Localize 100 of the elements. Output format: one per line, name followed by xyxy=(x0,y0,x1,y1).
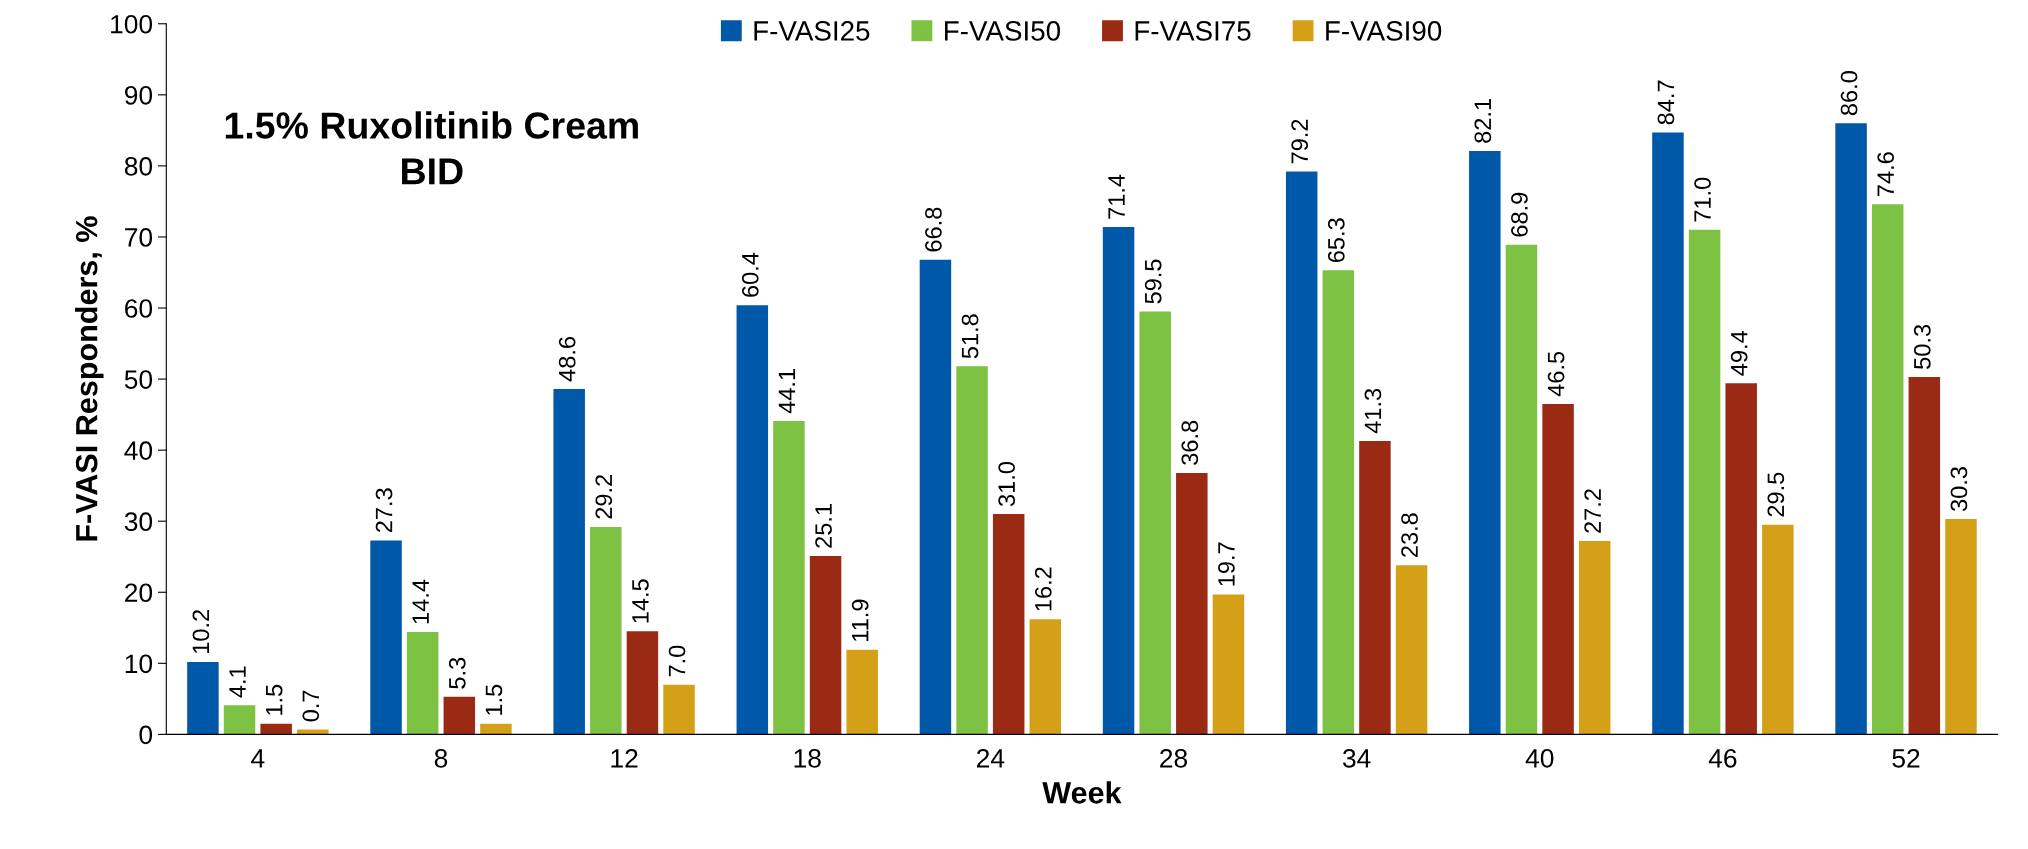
data-label: 14.4 xyxy=(412,579,429,624)
y-axis-title: F-VASI Responders, % xyxy=(75,216,104,541)
data-label: 65.3 xyxy=(1327,218,1345,263)
bar xyxy=(773,421,805,735)
data-label: 50.3 xyxy=(1913,324,1931,369)
bar xyxy=(1908,376,1941,735)
y-tick-label: 0 xyxy=(139,725,153,745)
bar xyxy=(1176,472,1208,735)
data-label: 79.2 xyxy=(1291,119,1309,164)
bar xyxy=(553,389,585,735)
y-tick-label: 50 xyxy=(124,370,153,389)
data-label: 44.1 xyxy=(778,369,796,414)
bar xyxy=(1029,619,1062,735)
data-label: 10.2 xyxy=(192,610,210,653)
data-label: 71.0 xyxy=(1694,177,1711,222)
bar xyxy=(1578,541,1611,735)
x-tick-label: 24 xyxy=(977,748,1005,768)
data-label: 1.5 xyxy=(485,684,503,715)
x-tick-label: 46 xyxy=(1708,748,1737,768)
bar xyxy=(260,723,292,735)
data-label: 4.1 xyxy=(229,666,246,698)
bar xyxy=(1139,311,1171,735)
bar xyxy=(663,684,695,735)
bar xyxy=(1835,123,1867,735)
bar xyxy=(846,649,878,735)
data-label: 82.1 xyxy=(1474,99,1492,143)
data-label: 71.4 xyxy=(1108,174,1125,219)
bar xyxy=(187,661,219,735)
bar xyxy=(1945,519,1977,735)
legend-label: F-VASI90 xyxy=(1326,21,1442,41)
bar xyxy=(1542,403,1574,735)
data-label: 29.2 xyxy=(595,475,613,519)
legend-label: F-VASI25 xyxy=(754,21,870,41)
y-tick-label: 80 xyxy=(124,157,153,176)
x-tick-label: 34 xyxy=(1342,748,1371,768)
legend-label: F-VASI75 xyxy=(1135,21,1251,41)
data-label: 29.5 xyxy=(1767,472,1785,517)
data-label: 86.0 xyxy=(1840,71,1858,116)
data-label: 36.8 xyxy=(1181,420,1199,465)
bar xyxy=(809,556,842,735)
bar xyxy=(443,696,476,735)
data-label: 5.3 xyxy=(448,657,466,689)
bar xyxy=(1395,565,1428,735)
data-label: 49.4 xyxy=(1730,330,1748,376)
text: 1.5% Ruxolitinib Cream BID xyxy=(225,111,638,185)
data-label: 27.2 xyxy=(1584,489,1601,533)
y-tick-label: 60 xyxy=(125,299,153,318)
data-label: 27.3 xyxy=(375,488,393,533)
bar xyxy=(1469,150,1501,735)
x-tick-label: 18 xyxy=(794,748,821,768)
bar xyxy=(1102,227,1135,735)
data-label: 48.6 xyxy=(558,337,576,382)
bar xyxy=(956,366,988,735)
data-label: 0.7 xyxy=(302,690,320,722)
data-label: 74.6 xyxy=(1877,152,1895,196)
data-label: 7.0 xyxy=(668,645,686,677)
bar xyxy=(626,631,659,735)
y-tick-label: 90 xyxy=(124,85,153,105)
y-tick-label: 100 xyxy=(111,14,153,34)
bar xyxy=(1285,171,1318,735)
x-tick-label: 52 xyxy=(1892,748,1920,768)
data-label: 46.5 xyxy=(1547,351,1565,397)
data-label: 31.0 xyxy=(998,461,1016,507)
bar xyxy=(480,723,512,735)
x-tick-label: 28 xyxy=(1160,748,1188,768)
data-label: 51.8 xyxy=(961,314,979,359)
bar xyxy=(1322,270,1355,735)
data-label: 84.7 xyxy=(1657,80,1675,125)
y-tick-label: 20 xyxy=(125,583,153,603)
data-label: 19.7 xyxy=(1218,542,1235,586)
data-label: 14.5 xyxy=(632,579,649,623)
data-label: 41.3 xyxy=(1364,388,1382,434)
data-label: 1.5 xyxy=(266,684,283,715)
bar xyxy=(1212,594,1245,735)
bar xyxy=(223,705,256,735)
bar xyxy=(992,514,1025,735)
bar xyxy=(1871,204,1904,735)
bar xyxy=(1688,229,1721,735)
y-tick-label: 40 xyxy=(124,441,153,460)
bar xyxy=(1725,383,1757,735)
bar xyxy=(1505,244,1538,735)
data-label: 30.3 xyxy=(1950,467,1968,512)
x-tick-label: 4 xyxy=(251,749,265,768)
bar xyxy=(1652,132,1684,735)
legend-label: F-VASI50 xyxy=(945,21,1061,41)
data-label: 60.4 xyxy=(741,252,759,297)
bar xyxy=(590,526,622,735)
bar xyxy=(1762,524,1794,735)
bar xyxy=(736,305,769,735)
bar xyxy=(406,632,439,735)
x-axis-title: Week xyxy=(1042,781,1122,804)
data-label: 66.8 xyxy=(925,207,942,252)
data-label: 68.9 xyxy=(1511,192,1528,237)
data-label: 11.9 xyxy=(851,599,869,641)
data-label: 25.1 xyxy=(815,504,832,548)
y-tick-label: 30 xyxy=(124,512,153,532)
data-label: 23.8 xyxy=(1401,513,1418,557)
bar xyxy=(297,729,329,735)
y-tick-label: 10 xyxy=(125,654,153,674)
data-label: 16.2 xyxy=(1034,567,1052,611)
